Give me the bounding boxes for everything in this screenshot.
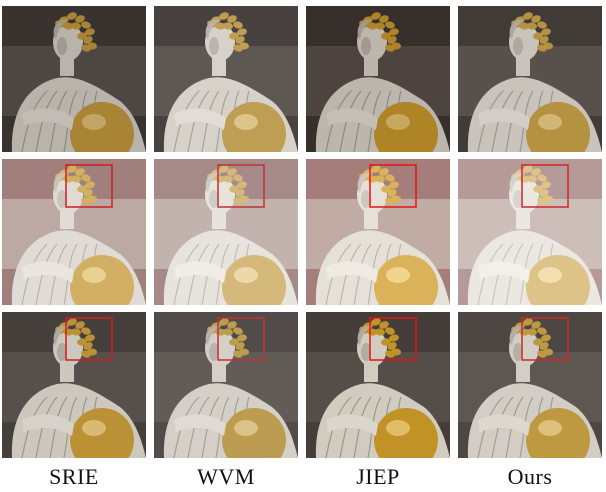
label-wvm: WVM xyxy=(197,464,255,489)
statue-scene xyxy=(2,6,146,152)
label-srie: SRIE xyxy=(49,464,99,489)
method-labels: SRIE WVM JIEP Ours xyxy=(0,460,606,492)
statue-scene xyxy=(2,159,146,305)
result-image-row2-wvm xyxy=(154,159,298,305)
tone-overlay xyxy=(458,312,602,458)
result-image-row2-ours xyxy=(458,159,602,305)
result-image-row1-wvm xyxy=(154,6,298,152)
statue-scene xyxy=(154,312,298,458)
zoom-highlight-box xyxy=(369,317,417,361)
statue-scene xyxy=(458,312,602,458)
statue-scene xyxy=(306,312,450,458)
tone-overlay xyxy=(154,6,298,152)
label-ours: Ours xyxy=(507,464,553,489)
result-image-row3-srie xyxy=(2,312,146,458)
zoom-highlight-box xyxy=(521,317,569,361)
statue-scene xyxy=(2,312,146,458)
image-grid xyxy=(2,6,602,458)
result-image-row3-wvm xyxy=(154,312,298,458)
result-image-row1-ours xyxy=(458,6,602,152)
tone-overlay xyxy=(306,312,450,458)
statue-scene xyxy=(154,159,298,305)
tone-overlay xyxy=(2,312,146,458)
tone-overlay xyxy=(2,159,146,305)
statue-scene xyxy=(458,6,602,152)
statue-scene xyxy=(306,159,450,305)
tone-overlay xyxy=(458,159,602,305)
result-image-row1-srie xyxy=(2,6,146,152)
statue-scene xyxy=(154,6,298,152)
statue-scene xyxy=(306,6,450,152)
tone-overlay xyxy=(458,6,602,152)
statue-scene xyxy=(458,159,602,305)
tone-overlay xyxy=(154,312,298,458)
result-image-row1-jiep xyxy=(306,6,450,152)
zoom-highlight-box xyxy=(217,317,265,361)
zoom-highlight-box xyxy=(65,164,113,208)
tone-overlay xyxy=(2,6,146,152)
zoom-highlight-box xyxy=(369,164,417,208)
result-image-row3-jiep xyxy=(306,312,450,458)
result-image-row2-jiep xyxy=(306,159,450,305)
tone-overlay xyxy=(306,6,450,152)
tone-overlay xyxy=(306,159,450,305)
result-image-row3-ours xyxy=(458,312,602,458)
zoom-highlight-box xyxy=(217,164,265,208)
label-jiep: JIEP xyxy=(356,464,400,489)
tone-overlay xyxy=(154,159,298,305)
zoom-highlight-box xyxy=(521,164,569,208)
result-image-row2-srie xyxy=(2,159,146,305)
zoom-highlight-box xyxy=(65,317,113,361)
